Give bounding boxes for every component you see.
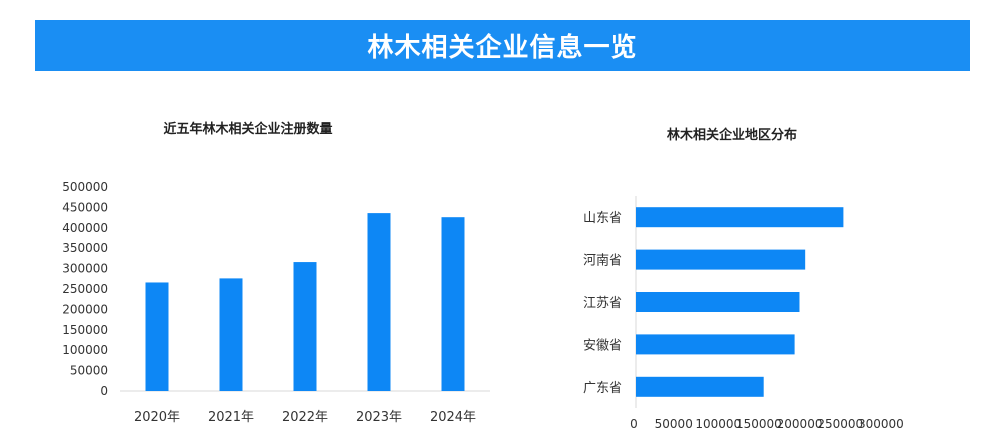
bar bbox=[293, 262, 317, 391]
y-tick-label: 150000 bbox=[62, 323, 108, 337]
y-tick-label: 100000 bbox=[62, 343, 108, 357]
x-tick-label: 2020年 bbox=[134, 410, 180, 425]
x-tick-label: 2022年 bbox=[282, 410, 328, 425]
y-tick-label: 50000 bbox=[70, 364, 108, 378]
y-tick-label: 山东省 bbox=[583, 211, 622, 226]
page-title: 林木相关企业信息一览 bbox=[367, 33, 638, 63]
y-tick-label: 450000 bbox=[62, 200, 108, 214]
chart-title: 林木相关企业地区分布 bbox=[667, 127, 797, 143]
chart-title: 近五年林木相关企业注册数量 bbox=[163, 121, 332, 137]
bar bbox=[636, 207, 844, 228]
y-tick-label: 300000 bbox=[62, 262, 108, 276]
x-tick-label: 2023年 bbox=[356, 410, 402, 425]
y-tick-label: 400000 bbox=[62, 221, 108, 235]
y-tick-label: 200000 bbox=[62, 302, 108, 316]
bar bbox=[636, 376, 764, 397]
x-tick-label: 2021年 bbox=[208, 410, 254, 425]
bar bbox=[636, 292, 800, 312]
header-banner: 林木相关企业信息一览 bbox=[35, 20, 970, 71]
x-tick-label: 150000 bbox=[736, 417, 782, 431]
y-tick-label: 350000 bbox=[62, 241, 108, 255]
y-tick-label: 江苏省 bbox=[583, 295, 622, 311]
bar bbox=[636, 249, 806, 270]
y-tick-label: 250000 bbox=[62, 282, 108, 296]
x-tick-label: 300000 bbox=[858, 417, 904, 431]
x-tick-label: 100000 bbox=[695, 417, 741, 431]
y-tick-label: 安徽省 bbox=[583, 338, 622, 353]
y-tick-label: 河南省 bbox=[583, 253, 622, 269]
bar bbox=[636, 334, 795, 355]
bar bbox=[145, 282, 169, 391]
bar bbox=[441, 217, 465, 391]
y-tick-label: 0 bbox=[100, 384, 108, 398]
x-tick-label: 0 bbox=[630, 417, 638, 431]
x-tick-label: 200000 bbox=[777, 417, 823, 431]
x-tick-label: 50000 bbox=[655, 417, 693, 431]
y-tick-label: 500000 bbox=[62, 180, 108, 194]
bar bbox=[367, 213, 391, 391]
y-tick-label: 广东省 bbox=[583, 381, 622, 396]
x-tick-label: 250000 bbox=[817, 417, 863, 431]
bar bbox=[219, 278, 243, 391]
x-tick-label: 2024年 bbox=[430, 410, 476, 425]
